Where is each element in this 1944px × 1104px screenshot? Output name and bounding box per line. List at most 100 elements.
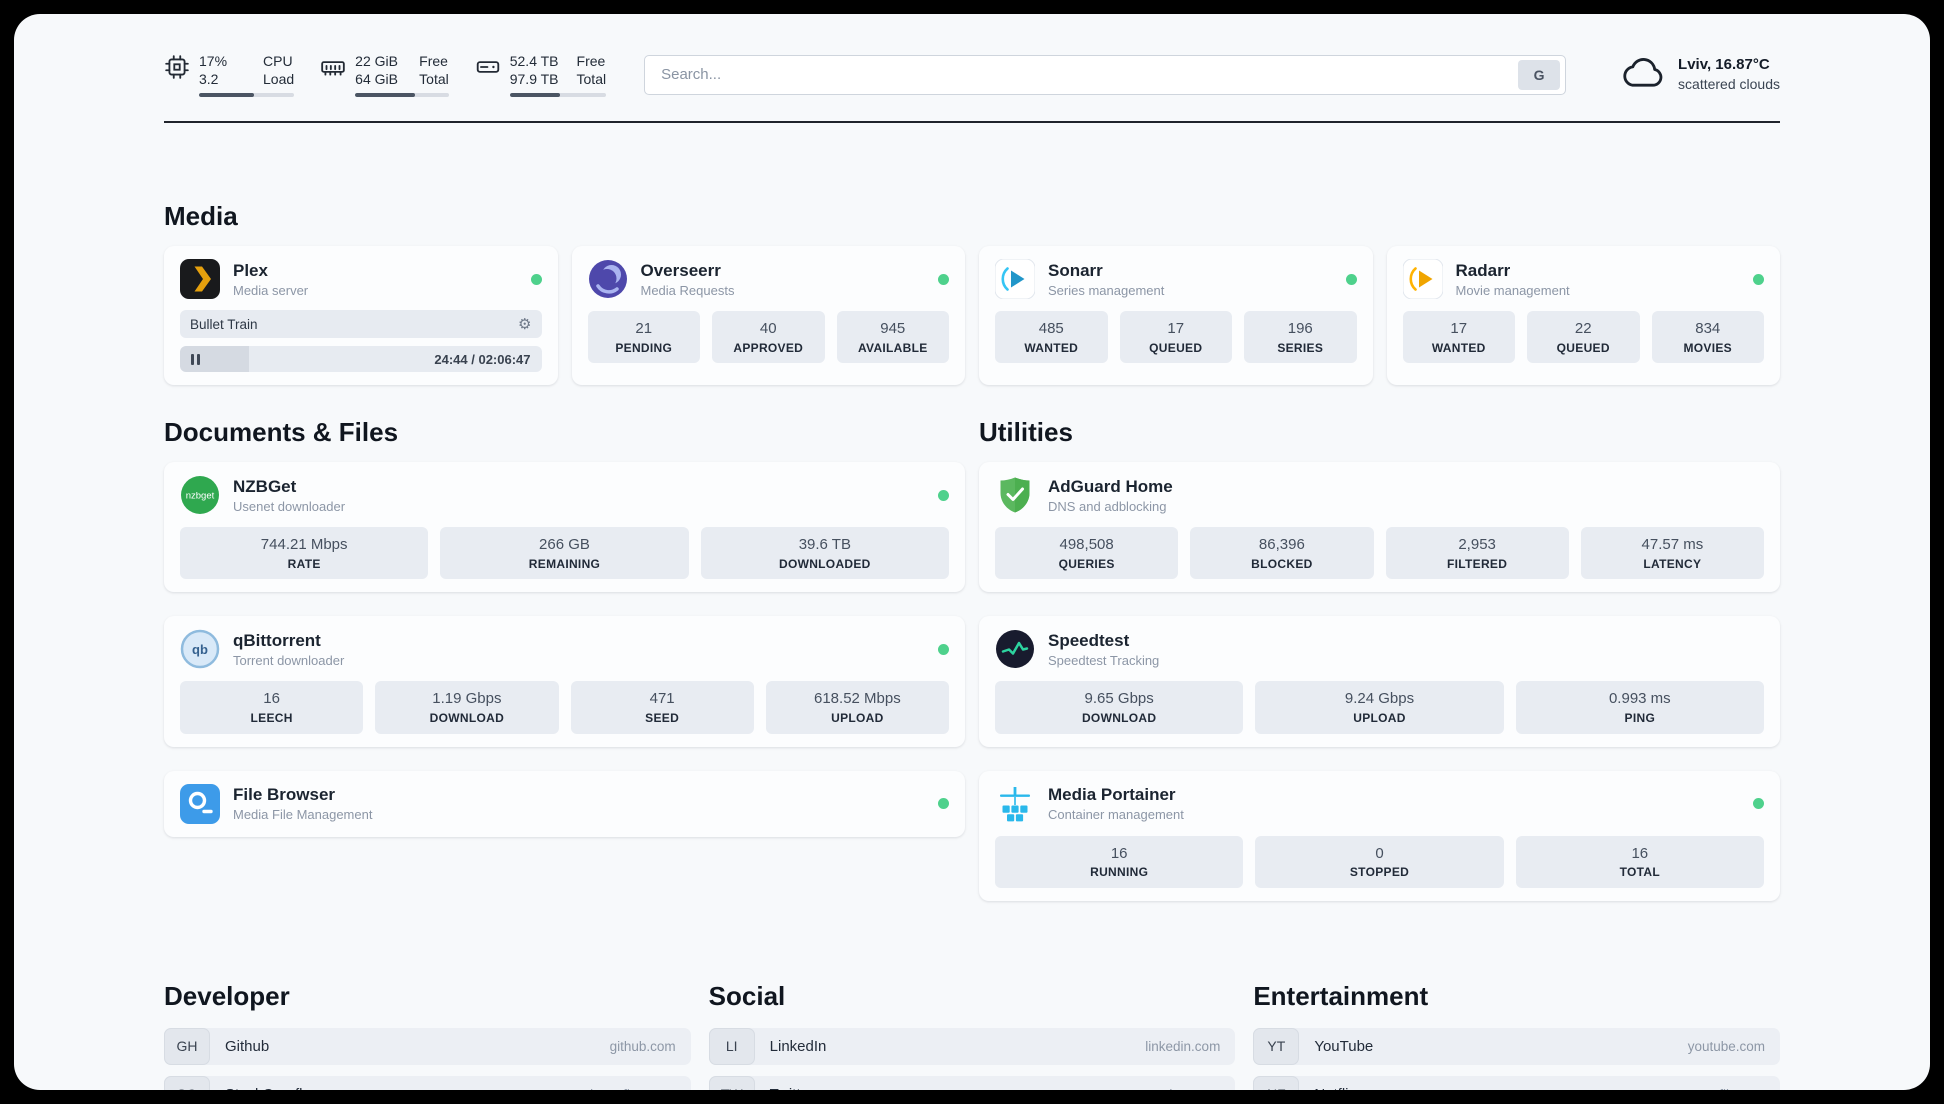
qbittorrent-icon: qb [180, 629, 220, 669]
stat-label: STOPPED [1349, 865, 1410, 880]
stat-value: 471 [649, 690, 675, 708]
stat-upload: 618.52 Mbps UPLOAD [765, 681, 949, 734]
cpu-bar [199, 93, 295, 98]
disk-icon [475, 54, 501, 85]
social-column: Social LI LinkedIn linkedin.com TW Twitt… [708, 925, 1236, 1090]
portainer-icon [995, 784, 1035, 824]
stat-upload: 9.24 Gbps UPLOAD [1255, 681, 1504, 734]
bookmark-abbr: NF [1253, 1075, 1300, 1090]
stat-pending: 21 PENDING [587, 311, 700, 364]
bookmark-name: Twitter [770, 1086, 814, 1090]
playback-progress-bar[interactable]: 24:44 / 02:06:47 [180, 346, 542, 373]
app-desc: Media File Management [233, 807, 373, 823]
stat-label: APPROVED [733, 340, 804, 355]
stat-value: 485 [1038, 320, 1064, 338]
stat-value: 0.993 ms [1608, 690, 1671, 708]
status-dot [938, 489, 949, 501]
stat-ping: 0.993 ms PING [1515, 681, 1764, 734]
app-card-qbittorrent[interactable]: qb qBittorrent Torrent downloader 16 LEE… [164, 616, 965, 747]
disk-bar [509, 93, 607, 98]
app-card-plex[interactable]: Plex Media server Bullet Train ⚙ 24:44 /… [164, 246, 558, 386]
stat-value: 0 [1375, 844, 1384, 862]
stat-value: 16 [1110, 844, 1128, 862]
stat-filtered: 2,953 FILTERED [1385, 527, 1569, 580]
disk-value-2: 97.9 TB [509, 71, 559, 88]
nzbget-icon: nzbget [180, 475, 220, 515]
section-title-entertainment: Entertainment [1253, 980, 1429, 1011]
disk-widget: 52.4 TB 97.9 TB Free Total [475, 52, 607, 98]
stat-label: DOWNLOADED [778, 556, 871, 571]
bookmark-abbr: SO [164, 1075, 210, 1090]
pause-icon[interactable] [191, 353, 200, 365]
app-name: Radarr [1455, 260, 1511, 280]
disk-label-1: Free [576, 53, 606, 69]
ram-value-2: 64 GiB [355, 71, 398, 88]
ram-value-1: 22 GiB [355, 53, 398, 69]
plex-icon [180, 259, 220, 300]
app-card-speedtest[interactable]: Speedtest Speedtest Tracking 9.65 Gbps D… [979, 616, 1780, 747]
stat-label: QUEUED [1556, 340, 1610, 355]
stat-label: PING [1624, 710, 1656, 725]
top-bar: 17% 3.2 CPU Load [14, 14, 1930, 98]
stat-value: 17 [1450, 320, 1468, 338]
app-card-sonarr[interactable]: Sonarr Series management 485 WANTED 17 Q… [979, 246, 1373, 386]
app-card-radarr[interactable]: Radarr Movie management 17 WANTED 22 QUE… [1386, 246, 1780, 386]
svg-text:nzbget: nzbget [186, 491, 215, 502]
bookmark-github[interactable]: GH Github github.com [164, 1027, 691, 1065]
app-desc: Torrent downloader [233, 652, 345, 668]
gear-icon[interactable]: ⚙ [518, 316, 532, 334]
weather-condition: scattered clouds [1678, 76, 1780, 93]
ram-bar-fill [355, 93, 416, 98]
search-engine-button[interactable]: G [1518, 59, 1561, 90]
stat-value: 2,953 [1458, 536, 1496, 554]
stat-download: 9.65 Gbps DOWNLOAD [995, 681, 1244, 734]
app-card-overseerr[interactable]: Overseerr Media Requests 21 PENDING 40 A… [571, 246, 965, 386]
stat-value: 498,508 [1059, 536, 1114, 554]
stat-latency: 47.57 ms LATENCY [1580, 527, 1764, 580]
app-card-portainer[interactable]: Media Portainer Container management 16 … [979, 770, 1780, 901]
stat-label: WANTED [1024, 340, 1079, 355]
app-card-adguard[interactable]: AdGuard Home DNS and adblocking 498,508 … [979, 462, 1780, 593]
developer-column: Developer GH Github github.com SO StackO… [164, 925, 691, 1090]
stat-label: LEECH [250, 710, 293, 725]
stat-value: 39.6 TB [798, 536, 851, 554]
section-title-developer: Developer [164, 980, 290, 1011]
section-title-media: Media [164, 201, 238, 232]
bookmark-abbr: TW [708, 1075, 755, 1090]
bookmark-linkedin[interactable]: LI LinkedIn linkedin.com [708, 1027, 1236, 1065]
bookmark-domain: stackoverflow.com [565, 1087, 675, 1090]
stat-value: 21 [635, 320, 653, 338]
stat-label: WANTED [1431, 340, 1486, 355]
bookmark-abbr: YT [1253, 1027, 1300, 1065]
cpu-label-1: CPU [263, 53, 293, 69]
bookmark-name: Github [225, 1037, 270, 1055]
stat-value: 945 [880, 320, 906, 338]
disk-bar-fill [509, 93, 560, 98]
media-grid: Plex Media server Bullet Train ⚙ 24:44 /… [164, 246, 1780, 386]
stat-value: 266 GB [539, 536, 590, 554]
app-card-nzbget[interactable]: nzbget NZBGet Usenet downloader 744.21 M… [164, 462, 965, 593]
overseerr-icon [588, 259, 628, 299]
bookmark-name: StackOverflow [225, 1086, 322, 1090]
bookmark-domain: netflix.com [1700, 1087, 1765, 1090]
main-content: Media Plex Media server Bullet Train ⚙ [14, 201, 1930, 1090]
bookmark-youtube[interactable]: YT YouTube youtube.com [1253, 1027, 1780, 1065]
status-dot [938, 643, 949, 655]
app-card-filebrowser[interactable]: File Browser Media File Management [164, 770, 965, 837]
stat-label: PENDING [615, 340, 673, 355]
sonarr-icon [995, 259, 1035, 300]
section-title-social: Social [708, 980, 786, 1011]
stat-value: 22 [1574, 320, 1592, 338]
section-title-documents: Documents & Files [164, 417, 399, 448]
stat-value: 16 [263, 690, 280, 708]
app-name: Overseerr [640, 260, 721, 280]
bookmark-twitter[interactable]: TW Twitter twitter.com [708, 1075, 1236, 1090]
bookmark-stackoverflow[interactable]: SO StackOverflow stackoverflow.com [164, 1075, 691, 1090]
weather-location: Lviv, 16.87°C [1678, 56, 1770, 74]
stat-value: 834 [1695, 320, 1721, 338]
search-input[interactable] [645, 66, 1519, 84]
bookmark-netflix[interactable]: NF Netflix netflix.com [1253, 1075, 1780, 1090]
bookmark-domain: linkedin.com [1145, 1038, 1221, 1054]
filebrowser-icon [180, 783, 220, 824]
stat-label: RUNNING [1090, 865, 1149, 880]
